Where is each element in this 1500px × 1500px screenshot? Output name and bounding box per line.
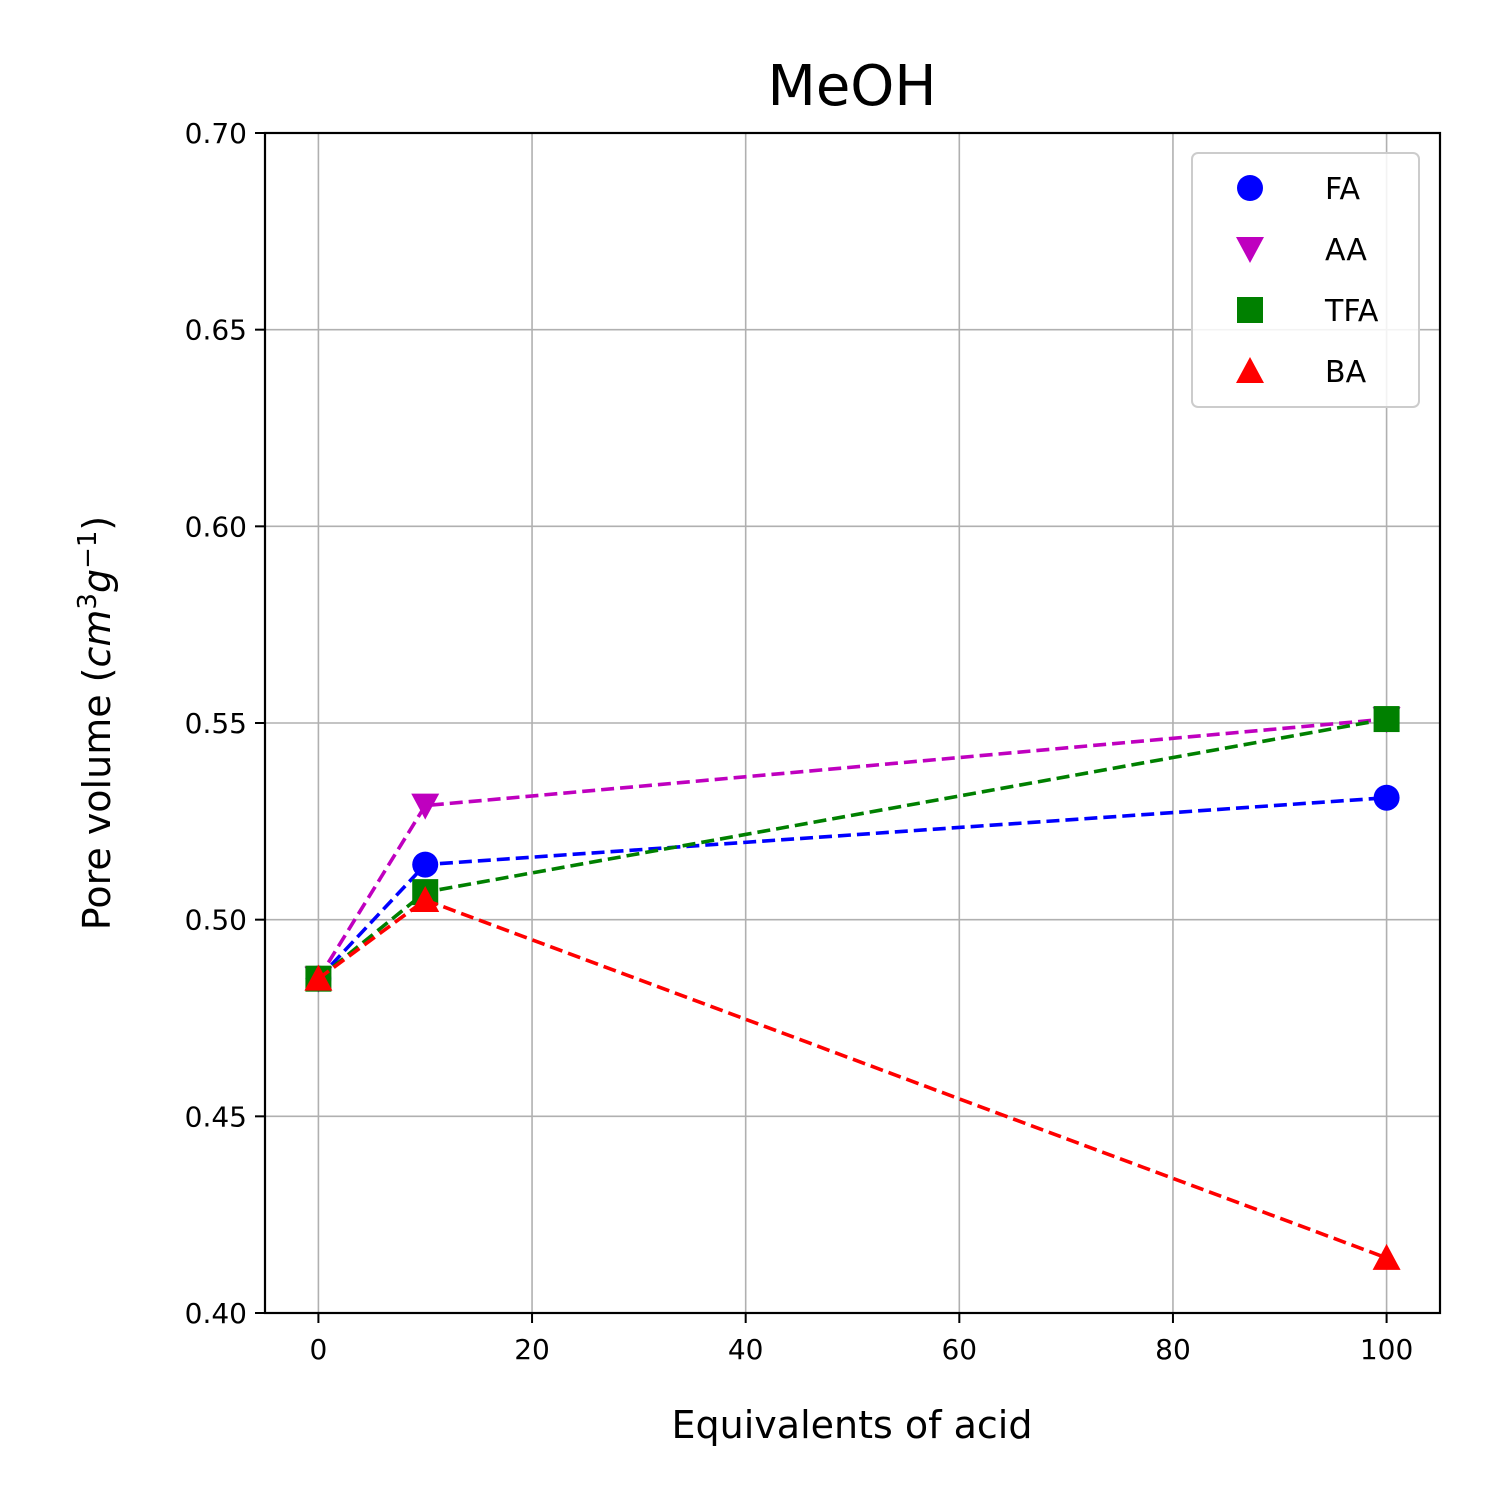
- y-axis-unit-cm: cm: [75, 610, 119, 668]
- legend-item-fa: FA: [1237, 172, 1361, 207]
- series-ba: [304, 886, 1401, 1270]
- legend-marker-tfa: [1237, 297, 1263, 323]
- y-axis-label: Pore volume (cm3g−1): [73, 516, 119, 930]
- data-point-aa: [411, 793, 440, 820]
- legend-marker-aa: [1236, 237, 1264, 263]
- y-tick-label: 0.60: [185, 510, 247, 543]
- y-tick-label: 0.65: [185, 314, 247, 347]
- y-tick-label: 0.55: [185, 707, 247, 740]
- legend-label-aa: AA: [1325, 233, 1367, 268]
- y-axis-unit-g: g: [75, 569, 119, 593]
- y-tick-label: 0.70: [185, 117, 247, 150]
- legend-label-ba: BA: [1325, 355, 1367, 390]
- data-point-fa: [1373, 784, 1400, 811]
- x-axis-label: Equivalents of acid: [672, 1403, 1033, 1447]
- series-line-fa: [317, 795, 1387, 980]
- legend-marker-fa: [1237, 175, 1263, 201]
- y-axis-unit-sup-3: 3: [73, 593, 103, 610]
- series-line-tfa: [317, 717, 1387, 981]
- data-point-ba: [411, 886, 440, 912]
- y-tick-label: 0.40: [185, 1297, 247, 1330]
- series-line-aa: [316, 717, 1387, 980]
- data-point-ba: [1372, 1243, 1401, 1270]
- legend-label-fa: FA: [1325, 172, 1361, 207]
- x-tick-label: 100: [1360, 1333, 1413, 1366]
- chart-title: MeOH: [768, 54, 937, 119]
- series-aa: [304, 707, 1401, 993]
- legend-item-ba: BA: [1236, 355, 1367, 390]
- y-tick-label: 0.45: [185, 1100, 247, 1133]
- series-layer: [304, 706, 1401, 1270]
- legend: FA AA TFA BA: [1191, 152, 1420, 408]
- data-point-tfa: [1373, 706, 1400, 733]
- legend-frame: [1191, 152, 1420, 408]
- y-axis-label-main: Pore volume (: [75, 668, 119, 931]
- x-tick-label: 60: [941, 1333, 977, 1366]
- y-tick-label: 0.50: [185, 904, 247, 937]
- x-tick-label: 20: [514, 1333, 550, 1366]
- series-line-ba: [317, 897, 1388, 1260]
- series-tfa: [305, 706, 1400, 992]
- data-point-fa: [412, 851, 439, 878]
- legend-marker-ba: [1236, 357, 1264, 383]
- data-point-ba: [304, 964, 333, 991]
- legend-label-tfa: TFA: [1324, 294, 1379, 329]
- legend-item-aa: AA: [1236, 233, 1367, 268]
- axis-ticks: 0 20 40 60 80 100 0.40 0.45 0.50 0.55 0.60 0.65 0.70: [185, 117, 1414, 1366]
- x-tick-label: 0: [309, 1333, 327, 1366]
- legend-item-tfa: TFA: [1237, 294, 1379, 329]
- x-tick-label: 40: [728, 1333, 764, 1366]
- y-axis-label-close: ): [75, 516, 119, 531]
- x-tick-label: 80: [1155, 1333, 1191, 1366]
- y-axis-unit-sup-neg1: −1: [73, 531, 103, 569]
